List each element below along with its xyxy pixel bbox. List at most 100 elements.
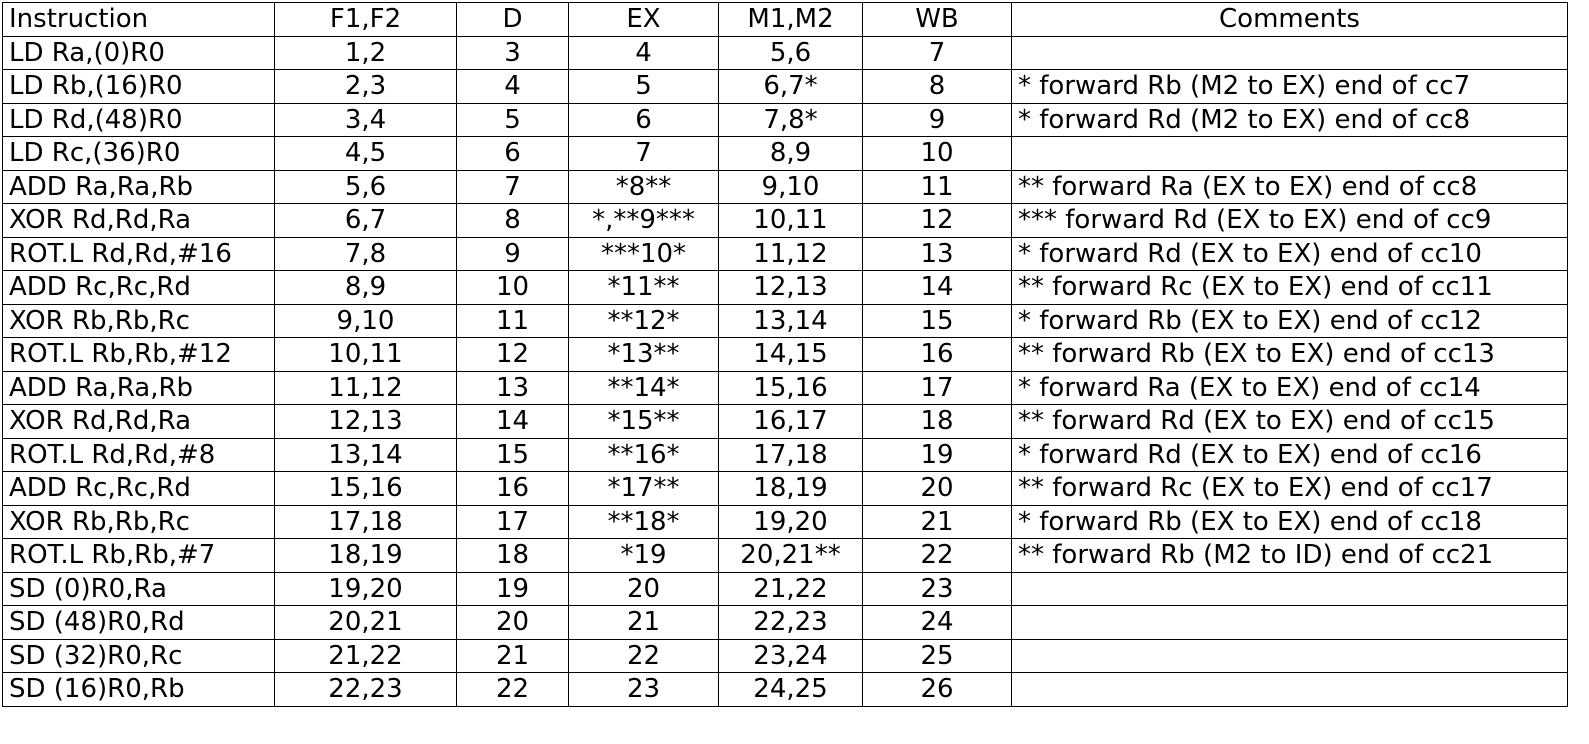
wb-cell: 8 (862, 69, 1012, 104)
ex-cell: 5 (568, 69, 719, 104)
instruction-cell: SD (48)R0,Rd (2, 605, 275, 640)
ex-cell: ***10* (568, 236, 719, 271)
m1-m2-cell: 24,25 (718, 672, 863, 707)
table-row: XOR Rd,Rd,Ra 6,7 8 *,**9*** 10,11 12 *** forwa… (2, 203, 1568, 238)
d-cell: 20 (456, 605, 569, 640)
m1-m2-cell: 20,21** (718, 538, 863, 573)
header-wb: WB (862, 2, 1012, 37)
instruction-cell: LD Ra,(0)R0 (2, 35, 275, 70)
d-cell: 21 (456, 638, 569, 673)
f1-f2-cell: 18,19 (274, 538, 457, 573)
ex-cell: *8** (568, 169, 719, 204)
comment-cell (1011, 638, 1568, 673)
f1-f2-cell: 15,16 (274, 471, 457, 506)
ex-cell: **12* (568, 303, 719, 338)
f1-f2-cell: 4,5 (274, 136, 457, 171)
table-row: SD (48)R0,Rd 20,21 20 21 22,23 24 (2, 605, 1568, 640)
comment-cell: * forward Rb (EX to EX) end of cc12 (1011, 303, 1568, 338)
instruction-cell: ADD Rc,Rc,Rd (2, 270, 275, 305)
comment-cell: *** forward Rd (EX to EX) end of cc9 (1011, 203, 1568, 238)
table-row: LD Rc,(36)R0 4,5 6 7 8,9 10 (2, 136, 1568, 171)
comment-cell: * forward Rd (EX to EX) end of cc16 (1011, 437, 1568, 472)
header-m1-m2: M1,M2 (718, 2, 863, 37)
wb-cell: 7 (862, 35, 1012, 70)
header-instruction: Instruction (2, 2, 275, 37)
wb-cell: 14 (862, 270, 1012, 305)
wb-cell: 24 (862, 605, 1012, 640)
d-cell: 15 (456, 437, 569, 472)
f1-f2-cell: 2,3 (274, 69, 457, 104)
d-cell: 17 (456, 504, 569, 539)
instruction-cell: ADD Rc,Rc,Rd (2, 471, 275, 506)
d-cell: 12 (456, 337, 569, 372)
ex-cell: *17** (568, 471, 719, 506)
m1-m2-cell: 23,24 (718, 638, 863, 673)
table-row: XOR Rb,Rb,Rc 9,10 11 **12* 13,14 15 * forward … (2, 303, 1568, 338)
instruction-cell: ROT.L Rd,Rd,#16 (2, 236, 275, 271)
instruction-cell: ROT.L Rd,Rd,#8 (2, 437, 275, 472)
ex-cell: **18* (568, 504, 719, 539)
f1-f2-cell: 8,9 (274, 270, 457, 305)
instruction-cell: LD Rd,(48)R0 (2, 102, 275, 137)
m1-m2-cell: 10,11 (718, 203, 863, 238)
wb-cell: 23 (862, 571, 1012, 606)
comment-cell: * forward Rb (M2 to EX) end of cc7 (1011, 69, 1568, 104)
d-cell: 4 (456, 69, 569, 104)
instruction-cell: ADD Ra,Ra,Rb (2, 169, 275, 204)
table-row: ADD Rc,Rc,Rd 8,9 10 *11** 12,13 14 ** forward … (2, 270, 1568, 305)
f1-f2-cell: 17,18 (274, 504, 457, 539)
comment-cell: ** forward Rc (EX to EX) end of cc17 (1011, 471, 1568, 506)
ex-cell: **14* (568, 370, 719, 405)
d-cell: 8 (456, 203, 569, 238)
wb-cell: 20 (862, 471, 1012, 506)
f1-f2-cell: 6,7 (274, 203, 457, 238)
wb-cell: 18 (862, 404, 1012, 439)
pipeline-table: Instruction F1,F2 D EX M1,M2 WB Comments… (2, 2, 1568, 707)
table-row: SD (0)R0,Ra 19,20 19 20 21,22 23 (2, 571, 1568, 606)
comment-cell (1011, 672, 1568, 707)
d-cell: 19 (456, 571, 569, 606)
f1-f2-cell: 13,14 (274, 437, 457, 472)
d-cell: 11 (456, 303, 569, 338)
ex-cell: 6 (568, 102, 719, 137)
d-cell: 6 (456, 136, 569, 171)
instruction-cell: ROT.L Rb,Rb,#12 (2, 337, 275, 372)
pipeline-table-body: Instruction F1,F2 D EX M1,M2 WB Comments… (2, 2, 1568, 707)
table-row: XOR Rb,Rb,Rc 17,18 17 **18* 19,20 21 * forward… (2, 504, 1568, 539)
instruction-cell: LD Rc,(36)R0 (2, 136, 275, 171)
f1-f2-cell: 5,6 (274, 169, 457, 204)
f1-f2-cell: 3,4 (274, 102, 457, 137)
m1-m2-cell: 14,15 (718, 337, 863, 372)
table-row: SD (32)R0,Rc 21,22 21 22 23,24 25 (2, 638, 1568, 673)
ex-cell: 20 (568, 571, 719, 606)
m1-m2-cell: 7,8* (718, 102, 863, 137)
ex-cell: *11** (568, 270, 719, 305)
m1-m2-cell: 13,14 (718, 303, 863, 338)
wb-cell: 9 (862, 102, 1012, 137)
m1-m2-cell: 6,7* (718, 69, 863, 104)
comment-cell (1011, 571, 1568, 606)
table-row: ROT.L Rd,Rd,#16 7,8 9 ***10* 11,12 13 * forwar… (2, 236, 1568, 271)
wb-cell: 16 (862, 337, 1012, 372)
table-row: LD Rb,(16)R0 2,3 4 5 6,7* 8 * forward Rb (M2 t… (2, 69, 1568, 104)
ex-cell: 21 (568, 605, 719, 640)
wb-cell: 25 (862, 638, 1012, 673)
m1-m2-cell: 16,17 (718, 404, 863, 439)
table-row: LD Rd,(48)R0 3,4 5 6 7,8* 9 * forward Rd (M2 t… (2, 102, 1568, 137)
comment-cell: ** forward Rc (EX to EX) end of cc11 (1011, 270, 1568, 305)
wb-cell: 26 (862, 672, 1012, 707)
f1-f2-cell: 10,11 (274, 337, 457, 372)
m1-m2-cell: 12,13 (718, 270, 863, 305)
instruction-cell: XOR Rd,Rd,Ra (2, 404, 275, 439)
wb-cell: 10 (862, 136, 1012, 171)
wb-cell: 19 (862, 437, 1012, 472)
table-row: ADD Ra,Ra,Rb 11,12 13 **14* 15,16 17 * forward… (2, 370, 1568, 405)
m1-m2-cell: 22,23 (718, 605, 863, 640)
comment-cell (1011, 605, 1568, 640)
f1-f2-cell: 1,2 (274, 35, 457, 70)
ex-cell: 23 (568, 672, 719, 707)
wb-cell: 13 (862, 236, 1012, 271)
m1-m2-cell: 21,22 (718, 571, 863, 606)
d-cell: 22 (456, 672, 569, 707)
f1-f2-cell: 19,20 (274, 571, 457, 606)
